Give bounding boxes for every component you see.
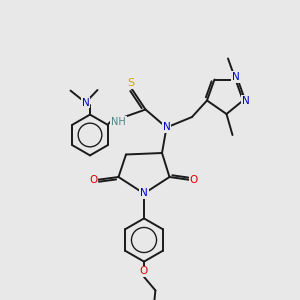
Text: O: O	[140, 266, 148, 277]
Text: N: N	[242, 95, 250, 106]
Text: N: N	[82, 98, 89, 108]
Text: NH: NH	[111, 117, 126, 127]
Text: O: O	[89, 175, 97, 185]
Text: O: O	[189, 175, 198, 185]
Text: S: S	[127, 78, 134, 88]
Text: N: N	[163, 122, 170, 133]
Text: N: N	[232, 72, 239, 82]
Text: N: N	[140, 188, 148, 199]
